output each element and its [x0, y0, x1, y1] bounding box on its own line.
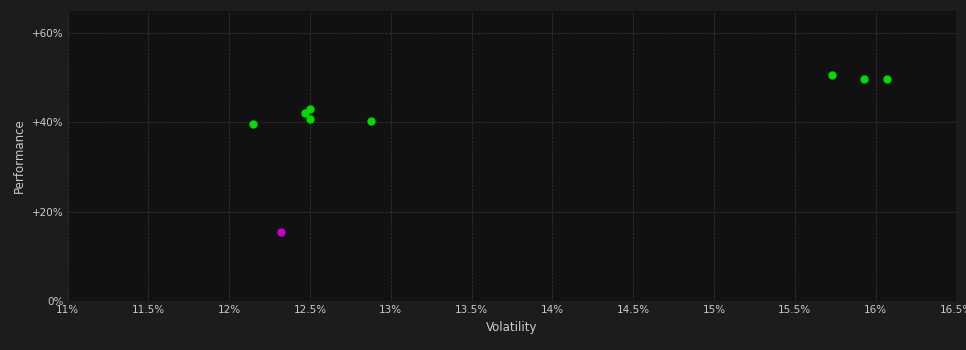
Point: [245, 122, 261, 127]
Point: [824, 72, 839, 78]
Point: [273, 229, 289, 234]
Point: [857, 76, 872, 82]
Y-axis label: Performance: Performance: [14, 118, 26, 193]
Point: [302, 116, 318, 121]
Point: [302, 106, 318, 112]
Point: [363, 118, 379, 124]
Point: [879, 76, 895, 82]
X-axis label: Volatility: Volatility: [486, 321, 538, 334]
Point: [298, 111, 313, 116]
